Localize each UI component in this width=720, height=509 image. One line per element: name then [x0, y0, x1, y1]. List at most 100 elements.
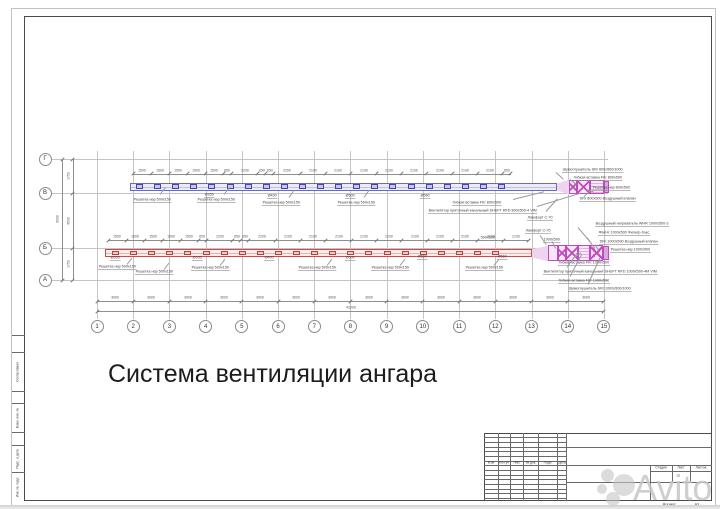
dimension-value: 3000 [256, 296, 264, 300]
duct-grille [425, 184, 433, 189]
column-axis-bubble: 3 [162, 320, 176, 333]
grid-column-line [350, 151, 352, 319]
dimension-value: 1750 [67, 260, 71, 268]
dimension-value: 2200 [240, 169, 249, 173]
duct-grille [244, 184, 252, 189]
revision-header: Дата [557, 461, 566, 465]
stage-header: Лист [677, 466, 685, 470]
dimension-value: 1500 [167, 235, 176, 240]
strip-label: Согласовано [15, 361, 20, 382]
title-block-line [483, 465, 566, 467]
column-axis-bubble: 7 [307, 320, 321, 333]
grid-column-line [603, 151, 605, 319]
dimension-line-vert-total [62, 159, 63, 280]
dimension-value: 3000 [183, 296, 192, 300]
grille-label: Решетка нар 500х150 [98, 265, 137, 270]
strip-divider [11, 352, 25, 353]
dimension-value: 42000 [345, 306, 356, 310]
dimension-value: 650 [258, 169, 265, 173]
dimension-value: 2100 [384, 169, 393, 173]
dimension-value: 1500 [210, 169, 219, 173]
dimension-value: 2200 [283, 169, 291, 173]
leader-line [555, 172, 564, 180]
diameter-label: Ø355 [110, 256, 121, 261]
column-axis-bubble: 1 [90, 320, 104, 333]
leader-line [219, 258, 226, 266]
dimension-value: 2100 [512, 235, 520, 240]
grille-label: Решетка нар 500х150 [191, 266, 230, 271]
title-block-line [498, 432, 499, 501]
duct-grille [172, 184, 180, 189]
dimension-value: 2100 [385, 235, 394, 240]
grid-column-line [314, 151, 316, 319]
column-axis-bubble: 9 [380, 320, 394, 333]
duct-grille [166, 250, 174, 256]
dimension-value: 1500 [156, 169, 165, 173]
equipment-label: Вентилятор приточный канальный SHUFT RFD… [543, 269, 658, 275]
dimension-value: 1500 [149, 235, 158, 240]
grid-column-line [97, 151, 98, 319]
title-block-line [483, 446, 566, 448]
duct-grille [335, 184, 343, 189]
dimension-value: 9000 [56, 215, 60, 223]
strip-label: Инв. № подл. [15, 476, 20, 497]
dimension-value: 2100 [486, 169, 495, 173]
duct-transition [532, 245, 548, 262]
watermark-logo-dot [601, 469, 614, 482]
diameter-label: Ø560 [417, 255, 428, 260]
dimension-value: 2100 [309, 235, 318, 240]
title-block-line [483, 456, 566, 457]
duct-grille [208, 184, 216, 189]
dimension-value: 2100 [461, 235, 470, 240]
grid-column-line [495, 151, 497, 319]
outdoor-grille [603, 246, 609, 260]
duct-grille [437, 250, 445, 256]
grid-row-line [52, 193, 608, 194]
strip-divider [11, 403, 25, 404]
title-block-line [483, 498, 566, 499]
duct-grille [492, 250, 500, 256]
equipment-label: Воздушный нагреватель WHR 1000х500-3 [595, 222, 670, 227]
dimension-value: 1500 [131, 235, 140, 240]
revision-header: № док. [525, 461, 537, 465]
dimension-value: 2100 [359, 235, 368, 240]
drawing-frame [24, 16, 712, 501]
dimension-value: 650 [503, 169, 510, 173]
dimension-value: 2200 [258, 235, 266, 240]
duct-grille [190, 184, 198, 189]
column-axis-bubble: 2 [126, 320, 140, 333]
title-block-line [690, 465, 691, 482]
dimension-value: 650 [224, 169, 231, 173]
dimension-value: 3000 [328, 296, 337, 300]
supply-duct-red [105, 249, 532, 257]
duct-section [548, 245, 558, 261]
grid-row-line [52, 248, 608, 249]
row-axis-bubble: Б [38, 241, 52, 255]
dimension-value: 3000 [509, 296, 518, 300]
equipment-label: Гибкая вставка FKr 800х500 [573, 176, 623, 181]
duct-grille [365, 250, 373, 256]
duct-grille [401, 250, 409, 256]
strip-divider [11, 335, 25, 336]
leader-line [326, 258, 333, 266]
title-block-line [649, 470, 712, 472]
diameter-label: Ø500 [345, 256, 356, 261]
duct-dimension-line [108, 240, 529, 241]
dimension-value: 3000 [545, 296, 554, 300]
dimension-value: 1500 [192, 169, 201, 173]
grid-column-line [459, 151, 461, 319]
supply-duct-blue [130, 182, 557, 191]
title-block-line [483, 470, 566, 471]
stage-header: Стадия [655, 466, 667, 470]
dim-tick [131, 298, 136, 304]
duct-grille [238, 250, 246, 256]
watermark-logo-dot [613, 474, 635, 496]
size-label: 500х500 [480, 235, 496, 241]
column-axis-bubble: 14 [561, 320, 575, 333]
title-block-line [483, 493, 566, 495]
dimension-value: 1750 [67, 172, 71, 180]
title-block-line [483, 451, 566, 453]
dimension-value: 3000 [400, 296, 409, 300]
strip-divider [11, 391, 25, 392]
equipment-label: DRr 1000х500 Воздушный клапан [599, 240, 659, 245]
